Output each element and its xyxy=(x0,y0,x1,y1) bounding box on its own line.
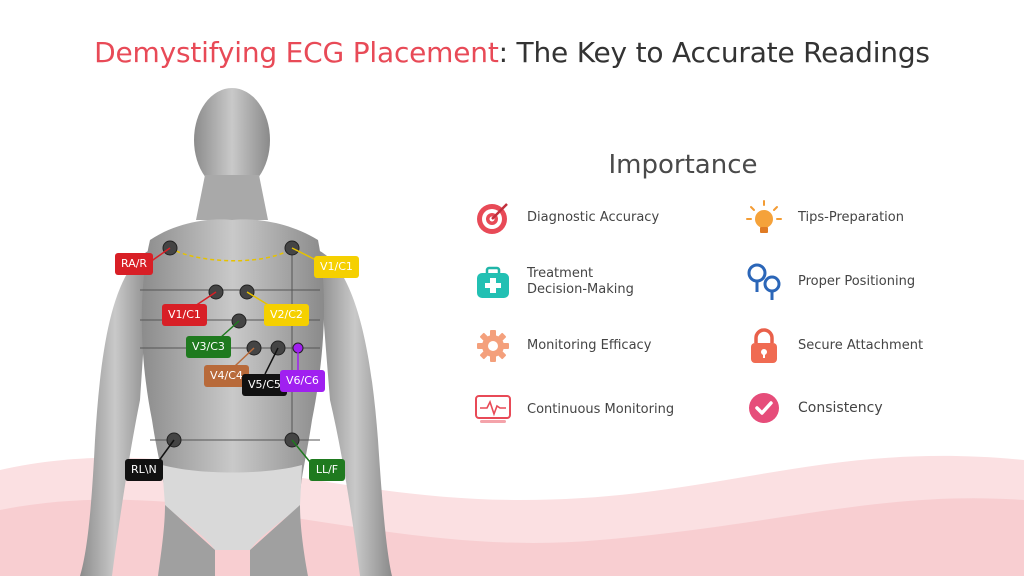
gear-icon xyxy=(473,326,513,366)
section-title: Importance xyxy=(608,150,758,180)
torso-illustration xyxy=(80,88,392,576)
lead-tag-v3: V3/C3 xyxy=(186,336,231,358)
lead-tag-v4: V4/C4 xyxy=(204,365,249,387)
importance-item-continuous-monitoring: Continuous Monitoring xyxy=(473,390,674,430)
medical-kit-icon xyxy=(473,262,513,302)
item-label: Diagnostic Accuracy xyxy=(527,210,660,225)
item-label: Consistency xyxy=(798,400,883,416)
padlock-icon xyxy=(744,326,784,366)
importance-item-secure-attachment: Secure Attachment xyxy=(744,326,923,366)
lead-tag-ll: LL/F xyxy=(309,459,345,481)
location-pins-icon xyxy=(744,262,784,302)
lead-tag-rl: RL\N xyxy=(125,459,163,481)
item-label: Proper Positioning xyxy=(798,274,916,289)
checkmark-icon xyxy=(744,388,784,428)
target-icon xyxy=(473,198,513,238)
importance-item-diagnostic-accuracy: Diagnostic Accuracy xyxy=(473,198,659,238)
lead-tag-la: V1/C1 xyxy=(314,256,359,278)
importance-item-tips-preparation: Tips-Preparation xyxy=(744,198,904,238)
item-label: Tips-Preparation xyxy=(798,210,904,225)
item-label: Secure Attachment xyxy=(798,338,924,353)
importance-item-treatment: Treatment Decision-Making xyxy=(473,262,657,302)
title-accent: Demystifying ECG Placement xyxy=(94,36,499,69)
item-label: Continuous Monitoring xyxy=(527,402,675,417)
importance-item-proper-positioning: Proper Positioning xyxy=(744,262,915,302)
page-title: Demystifying ECG Placement: The Key to A… xyxy=(0,36,1024,69)
lead-tag-v1: V1/C1 xyxy=(162,304,207,326)
importance-item-consistency: Consistency xyxy=(744,388,883,428)
lead-tag-v5: V5/C5 xyxy=(242,374,287,396)
lead-tag-v2: V2/C2 xyxy=(264,304,309,326)
monitor-heartbeat-icon xyxy=(473,390,513,430)
lightbulb-icon xyxy=(744,198,784,238)
item-label: Treatment Decision-Making xyxy=(527,266,634,297)
lead-tag-ra: RA/R xyxy=(115,253,154,275)
title-rest: : The Key to Accurate Readings xyxy=(498,36,930,69)
importance-item-monitoring-efficacy: Monitoring Efficacy xyxy=(473,326,651,366)
item-label: Monitoring Efficacy xyxy=(527,338,652,353)
ecg-torso-figure: RA/R V1/C1 V1/C1 V2/C2 V3/C3 V4/C4 V5/C5… xyxy=(0,80,440,576)
lead-tag-v6: V6/C6 xyxy=(280,370,325,392)
